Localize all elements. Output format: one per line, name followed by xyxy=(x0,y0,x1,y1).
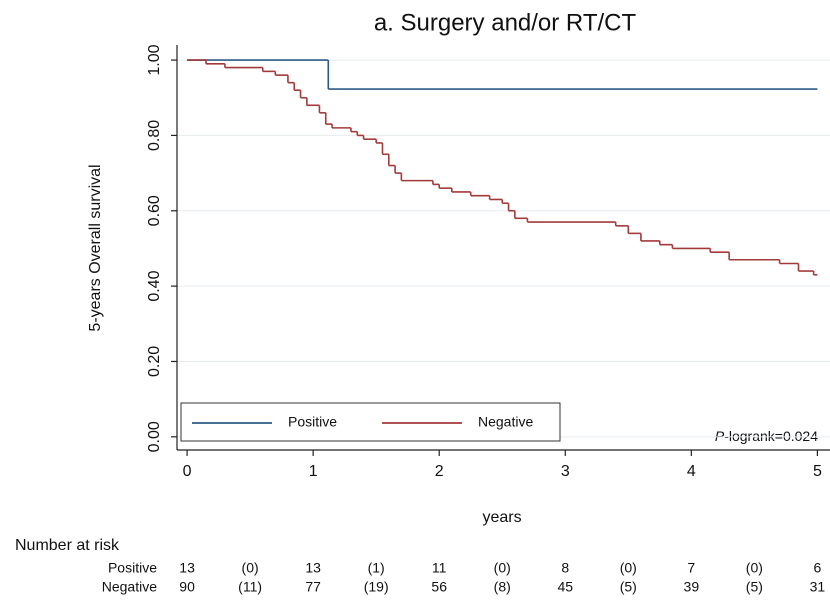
y-axis-label: 5-years Overall survival xyxy=(87,164,104,331)
x-tick-label: 4 xyxy=(687,463,696,480)
risk-cell: 90 xyxy=(179,579,195,595)
x-tick-label: 3 xyxy=(561,463,570,480)
risk-cell: (0) xyxy=(620,560,637,576)
x-tick-label: 0 xyxy=(183,463,192,480)
risk-cell: 13 xyxy=(305,560,321,576)
risk-cell: (8) xyxy=(494,579,511,595)
risk-cell: (0) xyxy=(746,560,763,576)
x-axis-label: years xyxy=(482,509,521,526)
risk-cell: (0) xyxy=(494,560,511,576)
annotation-italic: P xyxy=(715,428,725,444)
y-tick-label: 1.00 xyxy=(146,44,163,75)
risk-cell: 8 xyxy=(561,560,569,576)
risk-cell: (19) xyxy=(364,579,389,595)
logrank-annotation: P-logrank=0.024 xyxy=(715,428,818,444)
risk-cell: 13 xyxy=(179,560,195,576)
risk-cell: (11) xyxy=(238,579,262,595)
risk-cell: 56 xyxy=(431,579,447,595)
x-tick-label: 2 xyxy=(435,463,444,480)
annotation-text: -logrank=0.024 xyxy=(724,428,818,444)
legend-box xyxy=(180,402,561,442)
risk-cell: 31 xyxy=(810,579,826,595)
legend-label: Negative xyxy=(478,414,533,430)
x-tick-label: 1 xyxy=(309,463,318,480)
risk-cell: 77 xyxy=(305,579,321,595)
risk-cell: 39 xyxy=(684,579,700,595)
risk-cell: (5) xyxy=(746,579,763,595)
legend-label: Positive xyxy=(288,414,337,430)
chart-title: a. Surgery and/or RT/CT xyxy=(374,9,637,36)
risk-cell: (0) xyxy=(242,560,259,576)
y-tick-label: 0.40 xyxy=(146,270,163,301)
risk-table-title: Number at risk xyxy=(15,537,120,554)
risk-cell: (5) xyxy=(620,579,637,595)
risk-cell: 45 xyxy=(557,579,573,595)
risk-cell: 6 xyxy=(813,560,821,576)
risk-cell: 7 xyxy=(687,560,695,576)
risk-row-name: Negative xyxy=(102,579,157,595)
y-tick-label: 0.60 xyxy=(146,195,163,226)
risk-cell: (1) xyxy=(368,560,385,576)
x-tick-label: 5 xyxy=(813,463,822,480)
y-tick-label: 0.20 xyxy=(146,346,163,377)
y-tick-label: 0.00 xyxy=(146,421,163,452)
risk-cell: 11 xyxy=(432,560,447,576)
risk-row-name: Positive xyxy=(108,560,157,576)
y-tick-label: 0.80 xyxy=(146,120,163,151)
